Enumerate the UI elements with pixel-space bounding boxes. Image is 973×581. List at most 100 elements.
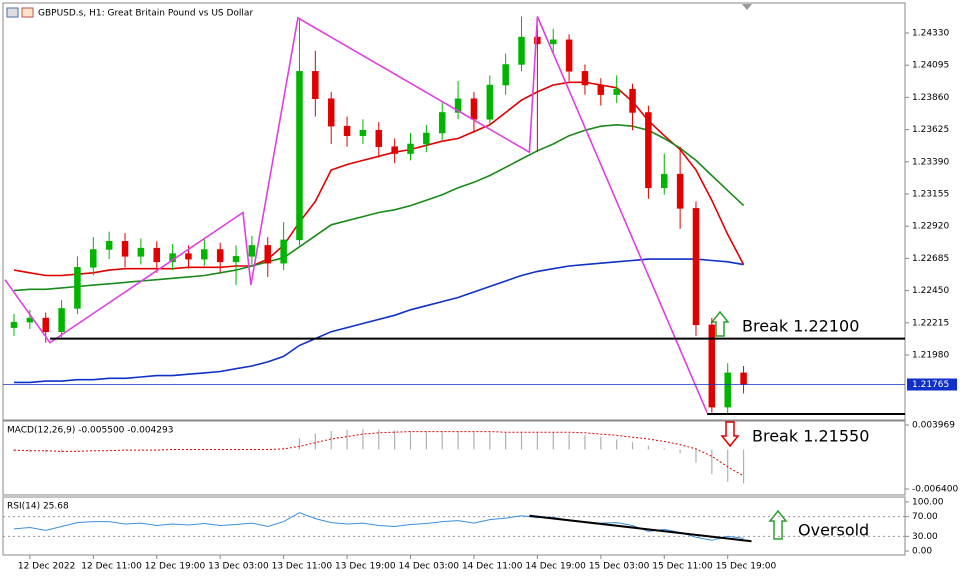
- candle-body: [518, 36, 525, 65]
- candle-body: [724, 372, 731, 408]
- y-tick-label: 100.00: [912, 497, 944, 507]
- macd-panel: [2, 420, 906, 496]
- candle-body: [216, 249, 224, 263]
- x-tick-label: 12 Dec 19:00: [145, 562, 206, 572]
- candle-body: [296, 71, 303, 241]
- rsi-title: RSI(14) 25.68: [7, 502, 69, 512]
- candle-body: [645, 112, 652, 189]
- candle-body: [185, 253, 192, 260]
- x-tick-label: 14 Dec 11:00: [462, 562, 523, 572]
- candle-body: [661, 173, 668, 189]
- candle-body: [42, 317, 49, 332]
- last-price-label: 1.21765: [912, 380, 949, 390]
- level-label: Break 1.22100: [742, 317, 859, 336]
- last-price-box: [907, 378, 957, 391]
- candle-body: [105, 241, 113, 250]
- rsi-panel: [2, 496, 906, 556]
- x-tick-label: 15 Dec 11:00: [652, 562, 713, 572]
- x-tick-label: 15 Dec 19:00: [716, 562, 777, 572]
- y-tick-label: 1.23625: [912, 125, 949, 135]
- x-tick-label: 14 Dec 03:00: [399, 562, 460, 572]
- candle-body: [58, 308, 65, 332]
- candle-body: [629, 88, 636, 113]
- candle-body: [438, 112, 446, 134]
- level-label: Break 1.21550: [752, 427, 869, 446]
- price-panel: [2, 2, 906, 421]
- down-arrow: [720, 421, 740, 448]
- candle-body: [708, 324, 716, 408]
- candle-body: [153, 247, 160, 263]
- candle-body: [423, 132, 430, 145]
- y-tick-label: 1.24330: [912, 28, 949, 38]
- up-arrow: [768, 509, 788, 540]
- y-tick-label: 1.23860: [912, 93, 949, 103]
- candle-body: [343, 125, 351, 136]
- period-icon: [21, 7, 34, 18]
- candle-body: [248, 245, 256, 257]
- candle-body: [391, 146, 398, 154]
- candle-body: [375, 130, 383, 147]
- candle-body: [264, 245, 272, 264]
- candle-body: [502, 64, 509, 86]
- chart-title: GBPUSD.s, H1: Great Britain Pound vs US …: [38, 9, 253, 19]
- x-tick-label: 12 Dec 11:00: [81, 562, 142, 572]
- shift-marker: [742, 4, 752, 10]
- y-tick-label: 0.003969: [912, 421, 955, 431]
- candle-body: [740, 372, 747, 385]
- candle-body: [359, 130, 367, 136]
- candle-body: [470, 98, 478, 120]
- trend-line: [529, 514, 752, 543]
- y-tick-label: 0.00: [912, 547, 932, 557]
- candle-body: [692, 208, 700, 326]
- y-tick-label: 1.22685: [912, 254, 949, 264]
- candle-body: [454, 98, 462, 113]
- candle-body: [613, 88, 620, 95]
- x-tick-label: 13 Dec 11:00: [272, 562, 333, 572]
- candle-body: [581, 71, 589, 86]
- candle-body: [486, 84, 494, 120]
- x-tick-label: 12 Dec 2022: [18, 562, 76, 572]
- x-tick-label: 15 Dec 03:00: [589, 562, 650, 572]
- y-tick-label: -0.006400: [912, 485, 958, 495]
- x-tick-label: 13 Dec 03:00: [208, 562, 269, 572]
- y-tick-label: 1.23390: [912, 157, 949, 167]
- candle-body: [534, 36, 541, 45]
- candle-body: [312, 71, 319, 99]
- macd-title: MACD(12,26,9) -0.005500 -0.004293: [7, 426, 173, 436]
- y-tick-label: 1.22450: [912, 286, 949, 296]
- ma-line: [13, 123, 745, 292]
- candle-body: [74, 267, 81, 309]
- candle-body: [565, 39, 573, 72]
- up-arrow: [710, 310, 730, 337]
- y-tick-label: 1.22920: [912, 222, 949, 232]
- zigzag: [4, 16, 708, 413]
- x-tick-label: 13 Dec 19:00: [335, 562, 396, 572]
- candle-body: [10, 321, 18, 328]
- candle-body: [137, 247, 145, 257]
- y-tick-label: 1.22215: [912, 318, 949, 328]
- y-tick-label: 70.00: [912, 512, 938, 522]
- candle-body: [26, 317, 34, 323]
- candle-body: [280, 239, 287, 264]
- candle-body: [121, 241, 129, 257]
- signal-line: [13, 431, 744, 477]
- candle-body: [201, 249, 208, 260]
- y-tick-label: 1.24095: [912, 61, 949, 71]
- y-tick-label: 1.23155: [912, 189, 949, 199]
- rsi-line: [13, 512, 744, 541]
- candle-body: [232, 256, 240, 263]
- ma-line: [14, 258, 744, 384]
- candle-body: [597, 84, 605, 95]
- candle-body: [407, 143, 414, 154]
- candle-body: [549, 39, 557, 45]
- candle-body: [90, 249, 97, 268]
- x-tick-label: 14 Dec 19:00: [525, 562, 586, 572]
- candle-body: [327, 98, 335, 127]
- annotation: Oversold: [798, 521, 869, 540]
- symbol-icon: [6, 7, 19, 18]
- y-tick-label: 1.21980: [912, 351, 949, 361]
- candle-body: [676, 173, 684, 209]
